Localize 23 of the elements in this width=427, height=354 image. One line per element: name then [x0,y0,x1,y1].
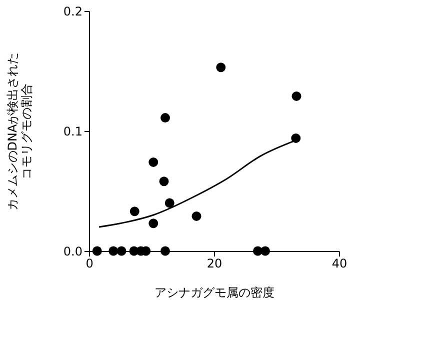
point [148,218,158,228]
point [291,133,301,143]
y-tick-label: 0.2 [63,4,82,18]
x-tick-label: 40 [332,256,348,270]
y-axis-title: カメムシのDNAが検出されたコモリグモの割合 [5,52,34,211]
point [92,246,102,256]
point [159,176,169,186]
y-tick-label: 0.1 [63,124,82,138]
point [148,157,158,167]
point [216,62,226,72]
point [292,91,302,101]
point [160,246,170,256]
y-tick-label: 0.0 [63,244,82,258]
x-axis-title: アシナガグモ属の密度 [154,286,274,300]
point [192,211,202,221]
point [260,246,270,256]
point [108,246,118,256]
point [116,246,126,256]
x-tick-label: 20 [206,256,222,270]
point [130,206,140,216]
point [164,198,174,208]
x-tick-label: 0 [86,256,94,270]
point [160,113,170,123]
